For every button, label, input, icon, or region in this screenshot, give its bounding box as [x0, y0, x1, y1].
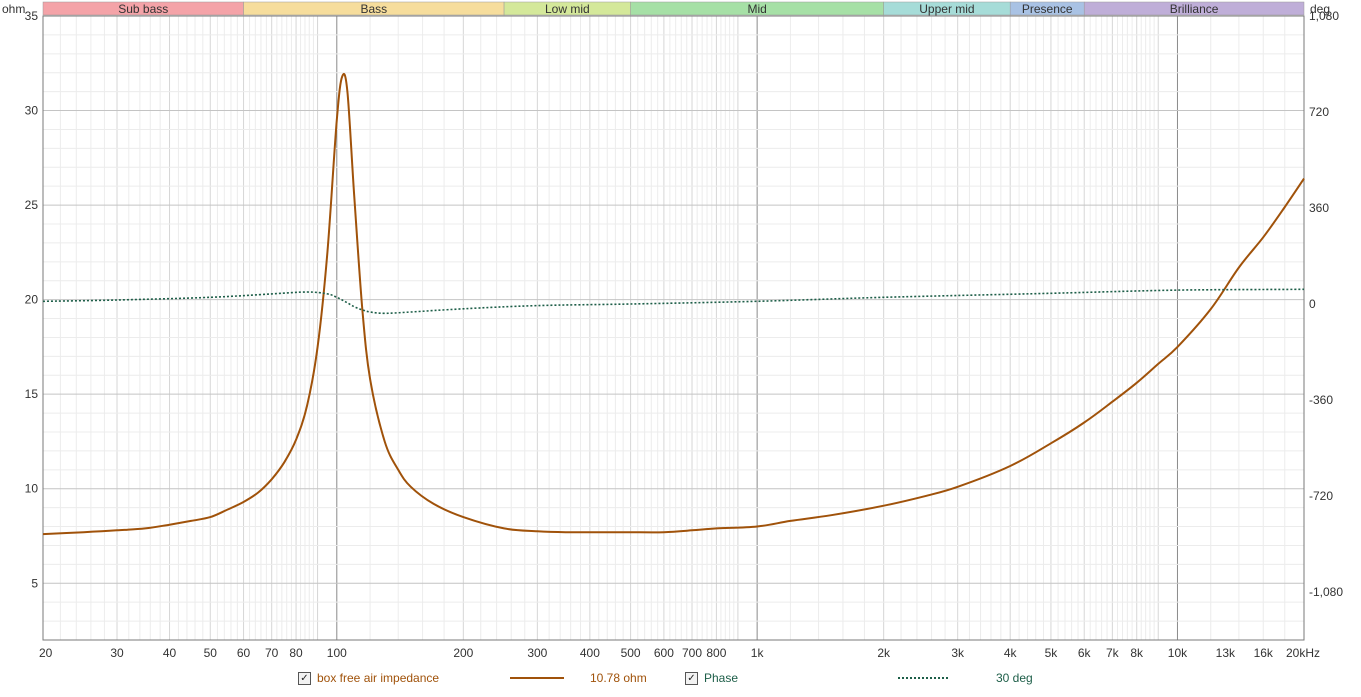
x-tick-label: 60: [237, 646, 251, 660]
x-tick-label: 400: [580, 646, 600, 660]
x-tick-label: 13k: [1216, 646, 1236, 660]
x-tick-label: 30: [110, 646, 124, 660]
band-label: Upper mid: [919, 2, 974, 16]
left-tick-label: 20: [25, 293, 39, 307]
band-brilliance: [1083, 1, 1305, 16]
x-tick-label: 700: [682, 646, 702, 660]
x-tick-label: 20kHz: [1286, 646, 1320, 660]
right-tick-label: -720: [1309, 489, 1333, 503]
right-tick-label: -360: [1309, 393, 1333, 407]
series2-swatch: [898, 677, 948, 679]
band-label: Presence: [1022, 2, 1073, 16]
series1-value: 10.78 ohm: [590, 671, 647, 685]
series2-value: 30 deg: [996, 671, 1033, 685]
x-tick-label: 50: [204, 646, 218, 660]
x-axis: 20 30 40 50 60 70 80 100 200 300 400 500 600 700 800 1k…: [39, 646, 1320, 660]
series1-name: box free air impedance: [317, 671, 440, 685]
x-tick-label: 3k: [951, 646, 965, 660]
legend-series2-sample: 30 deg: [898, 670, 1033, 686]
right-axis: -1,080 -720 -360 0 360 720 1,080: [1309, 9, 1343, 599]
x-tick-label: 40: [163, 646, 177, 660]
band-label: Low mid: [545, 2, 590, 16]
right-tick-label: 1,080: [1309, 9, 1339, 23]
left-axis: 5 10 15 20 25 30 35: [25, 9, 39, 590]
right-tick-label: -1,080: [1309, 585, 1343, 599]
legend-series1-toggle[interactable]: ✓ box free air impedance: [298, 670, 439, 686]
frequency-bands: Sub bass Bass Low mid Mid Upper mid Presence B…: [42, 1, 1305, 16]
x-tick-label: 10k: [1168, 646, 1188, 660]
x-tick-label: 20: [39, 646, 53, 660]
x-tick-label: 500: [621, 646, 641, 660]
series1-swatch: [510, 677, 564, 679]
right-axis-label: deg: [1310, 2, 1330, 16]
x-tick-label: 2k: [877, 646, 891, 660]
legend-series1-sample: 10.78 ohm: [510, 670, 647, 686]
plot-area: [43, 16, 1304, 640]
x-tick-label: 80: [289, 646, 303, 660]
band-label: Sub bass: [118, 2, 168, 16]
x-tick-label: 7k: [1106, 646, 1120, 660]
series-lines: [42, 72, 1305, 536]
x-tick-label: 8k: [1130, 646, 1144, 660]
series2-checkbox[interactable]: ✓: [685, 671, 698, 685]
x-tick-label: 5k: [1045, 646, 1059, 660]
x-tick-label: 300: [527, 646, 547, 660]
band-label: Brilliance: [1170, 2, 1219, 16]
band-label: Bass: [360, 2, 387, 16]
left-tick-label: 35: [25, 9, 39, 23]
x-tick-label: 1k: [751, 646, 765, 660]
series2-name: Phase: [704, 671, 739, 685]
left-axis-label: ohm: [2, 2, 25, 16]
x-tick-label: 100: [327, 646, 347, 660]
x-tick-label: 4k: [1004, 646, 1018, 660]
x-tick-label: 800: [706, 646, 726, 660]
x-tick-label: 600: [654, 646, 674, 660]
left-tick-label: 30: [25, 104, 39, 118]
left-tick-label: 5: [31, 576, 38, 590]
phase-line: [42, 288, 1305, 315]
right-tick-label: 0: [1309, 297, 1316, 311]
series1-checkbox[interactable]: ✓: [298, 671, 311, 685]
right-tick-label: 360: [1309, 201, 1329, 215]
left-tick-label: 25: [25, 198, 39, 212]
right-tick-label: 720: [1309, 105, 1329, 119]
x-tick-label: 70: [265, 646, 279, 660]
x-tick-label: 16k: [1254, 646, 1274, 660]
impedance-line: [42, 72, 1305, 536]
x-tick-label: 200: [453, 646, 473, 660]
left-tick-label: 10: [25, 482, 39, 496]
band-label: Mid: [747, 2, 766, 16]
x-tick-label: 6k: [1078, 646, 1092, 660]
left-tick-label: 15: [25, 387, 39, 401]
legend-series2-toggle[interactable]: ✓ Phase: [685, 670, 738, 686]
